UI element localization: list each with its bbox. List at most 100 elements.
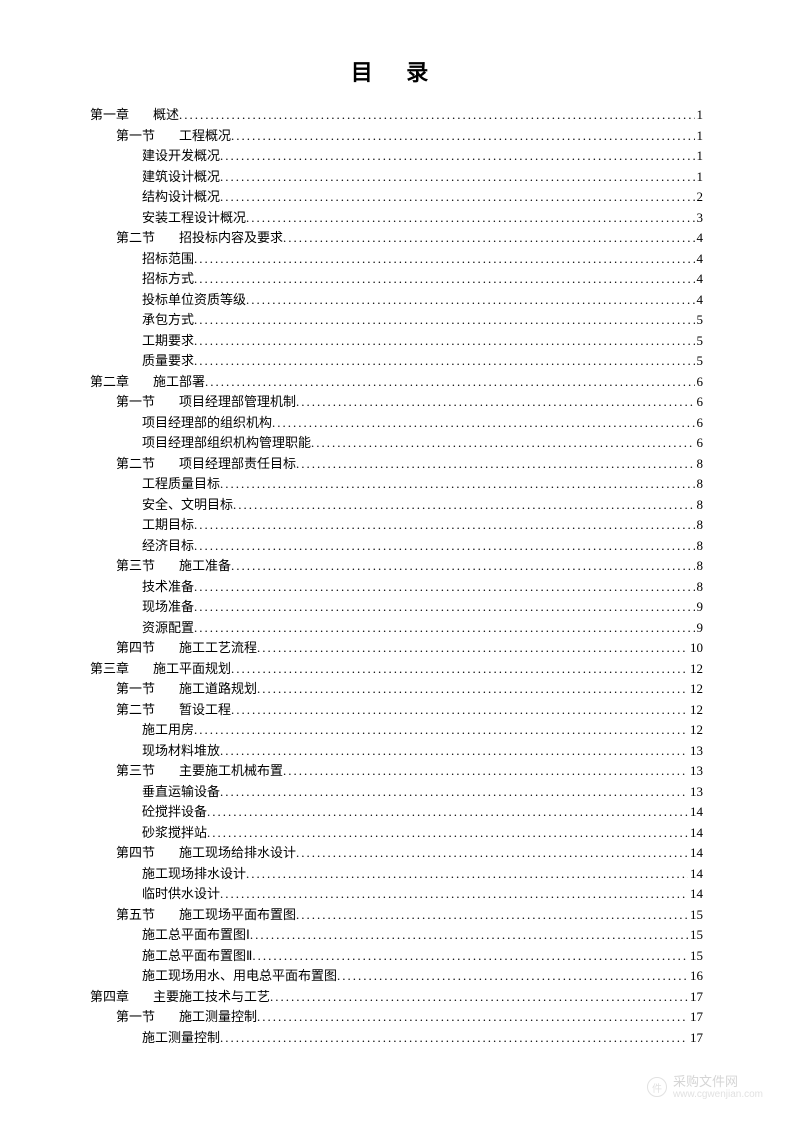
toc-entry-page: 15 <box>688 905 703 926</box>
toc-entry-page: 3 <box>695 208 704 229</box>
toc-entry: 第五节施工现场平面布置图15 <box>90 905 703 926</box>
toc-entry-label: 资源配置 <box>142 618 194 639</box>
toc-entry-text: 工期要求 <box>142 333 194 348</box>
toc-entry-text: 工程质量目标 <box>142 476 220 491</box>
toc-entry-text: 资源配置 <box>142 620 194 635</box>
toc-entry-label: 项目经理部的组织机构 <box>142 413 272 434</box>
toc-entry-label: 技术准备 <box>142 577 194 598</box>
toc-entry-leader-dots <box>179 105 694 126</box>
toc-entry-page: 6 <box>695 392 704 413</box>
toc-entry-label: 第三章施工平面规划 <box>90 659 231 680</box>
toc-entry-label: 招标方式 <box>142 269 194 290</box>
toc-entry: 建筑设计概况1 <box>90 167 703 188</box>
toc-entry-leader-dots <box>270 987 688 1008</box>
toc-entry-text: 项目经理部管理机制 <box>179 394 296 409</box>
toc-entry: 第一节施工测量控制17 <box>90 1007 703 1028</box>
toc-entry-leader-dots <box>205 372 694 393</box>
toc-entry-page: 4 <box>695 290 704 311</box>
toc-entry-page: 6 <box>695 372 704 393</box>
toc-entry-text: 招投标内容及要求 <box>179 230 283 245</box>
toc-entry-leader-dots <box>283 761 688 782</box>
toc-entry-prefix: 第三节 <box>116 763 155 778</box>
toc-entry-label: 施工现场用水、用电总平面布置图 <box>142 966 337 987</box>
toc-entry-text: 招标方式 <box>142 271 194 286</box>
toc-entry: 垂直运输设备13 <box>90 782 703 803</box>
toc-entry-prefix: 第四章 <box>90 989 129 1004</box>
toc-entry-page: 13 <box>688 741 703 762</box>
toc-entry-prefix: 第二章 <box>90 374 129 389</box>
toc-entry-label: 第二节 项目经理部责任目标 <box>116 454 296 475</box>
toc-entry: 招标方式 4 <box>90 269 703 290</box>
toc-entry-leader-dots <box>194 577 694 598</box>
toc-entry-text: 项目经理部责任目标 <box>179 456 296 471</box>
toc-entry: 施工现场用水、用电总平面布置图16 <box>90 966 703 987</box>
toc-entry-text: 临时供水设计 <box>142 886 220 901</box>
toc-entry-leader-dots <box>207 802 688 823</box>
toc-entry-text: 项目经理部组织机构管理职能 <box>142 435 311 450</box>
toc-entry-text: 概述 <box>153 107 179 122</box>
toc-entry-label: 质量要求 <box>142 351 194 372</box>
toc-entry-label: 施工用房 <box>142 720 194 741</box>
toc-entry-label: 现场准备 <box>142 597 194 618</box>
toc-entry-page: 1 <box>695 105 704 126</box>
toc-entry-leader-dots <box>207 823 688 844</box>
toc-entry: 资源配置 9 <box>90 618 703 639</box>
toc-entry: 施工现场排水设计14 <box>90 864 703 885</box>
toc-entry-leader-dots <box>231 659 688 680</box>
toc-entry-text: 施工准备 <box>179 558 231 573</box>
toc-entry-page: 6 <box>695 433 704 454</box>
toc-entry-page: 12 <box>688 720 703 741</box>
toc-entry-prefix: 第一章 <box>90 107 129 122</box>
toc-entry-prefix: 第一节 <box>116 394 155 409</box>
toc-entry-page: 5 <box>695 310 704 331</box>
toc-entry-leader-dots <box>296 454 694 475</box>
toc-entry-page: 8 <box>695 536 704 557</box>
toc-entry-text: 施工总平面布置图Ⅱ <box>142 948 252 963</box>
toc-entry: 建设开发概况1 <box>90 146 703 167</box>
watermark-icon: 件 <box>647 1077 667 1097</box>
toc-entry-leader-dots <box>272 413 694 434</box>
toc-entry: 第三节主要施工机械布置13 <box>90 761 703 782</box>
toc-entry-page: 4 <box>695 269 704 290</box>
toc-entry-text: 现场材料堆放 <box>142 743 220 758</box>
toc-entry-page: 8 <box>695 454 704 475</box>
toc-entry: 第二章 施工部署 6 <box>90 372 703 393</box>
watermark-text-url: www.cgwenjian.com <box>673 1089 763 1100</box>
toc-entry-page: 10 <box>688 638 703 659</box>
watermark: 件 采购文件网 www.cgwenjian.com <box>647 1075 763 1100</box>
toc-entry-page: 14 <box>688 802 703 823</box>
toc-entry-page: 1 <box>695 167 704 188</box>
toc-entry-page: 8 <box>695 515 704 536</box>
toc-entry-page: 14 <box>688 843 703 864</box>
toc-entry: 临时供水设计14 <box>90 884 703 905</box>
toc-entry-label: 工期目标 <box>142 515 194 536</box>
toc-entry-prefix: 第二节 <box>116 456 155 471</box>
toc-entry-text: 施工测量控制 <box>142 1030 220 1045</box>
toc-entry-prefix: 第一节 <box>116 128 155 143</box>
toc-entry-text: 工期目标 <box>142 517 194 532</box>
toc-entry-page: 8 <box>695 556 704 577</box>
toc-entry-leader-dots <box>194 618 694 639</box>
toc-entry-leader-dots <box>220 782 688 803</box>
toc-entry: 第一节施工道路规划12 <box>90 679 703 700</box>
toc-entry-page: 17 <box>688 1028 703 1049</box>
toc-entry-page: 8 <box>695 577 704 598</box>
toc-entry-label: 砂浆搅拌站 <box>142 823 207 844</box>
toc-entry: 承包方式5 <box>90 310 703 331</box>
toc-entry-prefix: 第二节 <box>116 702 155 717</box>
toc-entry-text: 现场准备 <box>142 599 194 614</box>
toc-entry-leader-dots <box>231 126 694 147</box>
toc-entry-text: 施工工艺流程 <box>179 640 257 655</box>
toc-entry-leader-dots <box>337 966 688 987</box>
toc-entry-text: 施工测量控制 <box>179 1009 257 1024</box>
toc-entry-text: 施工部署 <box>153 374 205 389</box>
toc-entry-label: 施工总平面布置图Ⅱ <box>142 946 252 967</box>
toc-entry-leader-dots <box>220 884 688 905</box>
toc-entry-leader-dots <box>220 187 694 208</box>
toc-entry-text: 砂浆搅拌站 <box>142 825 207 840</box>
toc-entry-leader-dots <box>194 269 694 290</box>
toc-entry-page: 9 <box>695 618 704 639</box>
toc-entry-leader-dots <box>296 392 694 413</box>
toc-entry: 第二节暂设工程12 <box>90 700 703 721</box>
toc-entry-leader-dots <box>257 638 688 659</box>
